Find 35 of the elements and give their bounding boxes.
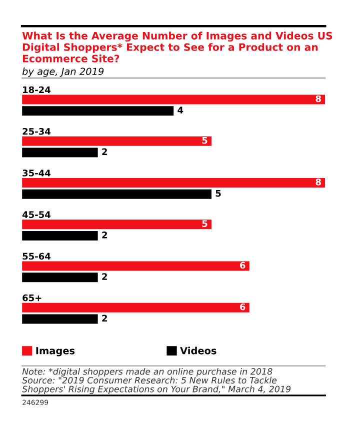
data-label: 2 — [102, 148, 107, 155]
text: Note: *digital shoppers made an online purchase in 2018 Source: "2019 Consumer Research: 5 New Rules to Tackle Shoppers' Rising Expectations on Your Brand," March 4, 2019 — [22, 368, 291, 394]
data-label: 8 — [316, 178, 321, 186]
data-label: 5 — [202, 137, 208, 144]
data-label: 5 — [216, 190, 221, 197]
chart-title: What Is the Average Number of Images and Videos US Digital Shoppers* Expect to See for a Product on an Ecommerce Site? — [22, 32, 332, 62]
y-tick-label: 18-24 — [23, 86, 51, 94]
bar — [22, 148, 98, 158]
bar — [22, 106, 174, 116]
bar — [22, 136, 212, 146]
bar — [22, 231, 98, 240]
bar — [22, 314, 98, 324]
y-tick-label: 25-34 — [22, 128, 51, 135]
y-tick-label: 35-44 — [22, 170, 51, 176]
data-label: 6 — [240, 262, 246, 269]
bar — [22, 189, 212, 199]
data-label: 2 — [102, 314, 107, 322]
bar — [22, 272, 98, 282]
y-tick-label: 65+ — [22, 294, 42, 302]
data-label: 6 — [240, 303, 246, 310]
chart-subtitle: by age, Jan 2019 — [22, 68, 104, 77]
data-label: 4 — [178, 106, 184, 114]
legend-label: Videos — [180, 346, 216, 354]
legend-label: Images — [36, 347, 75, 356]
data-label: 5 — [202, 220, 208, 228]
bar — [22, 94, 326, 104]
data-label: 8 — [316, 95, 321, 102]
bar — [22, 302, 250, 312]
y-tick-label: 45-54 — [22, 211, 51, 218]
bar — [22, 220, 212, 230]
bar — [22, 178, 326, 188]
data-label: 2 — [102, 273, 107, 280]
data-label: 2 — [102, 232, 107, 238]
bar — [22, 261, 250, 271]
y-tick-label: 55-64 — [22, 252, 51, 260]
